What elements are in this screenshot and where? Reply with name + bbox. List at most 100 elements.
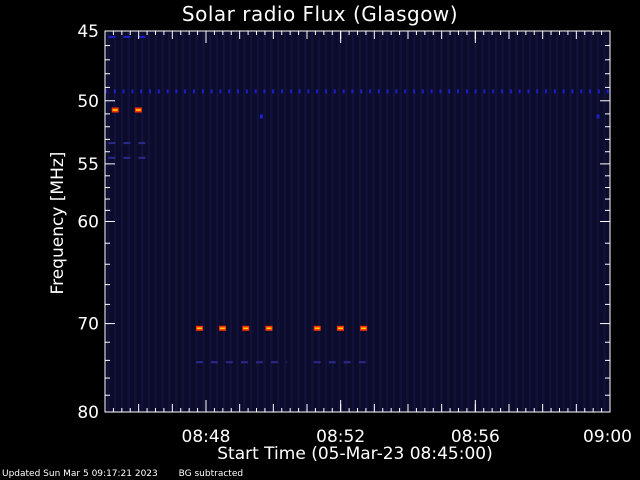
bg-note: BG subtracted bbox=[178, 469, 244, 479]
time-stripe bbox=[304, 32, 307, 411]
time-stripe bbox=[134, 32, 137, 411]
time-stripe bbox=[120, 32, 124, 411]
feature-segment bbox=[597, 89, 600, 94]
time-stripe bbox=[413, 32, 416, 411]
feature-segment bbox=[138, 156, 146, 159]
feature-segment bbox=[483, 89, 486, 94]
time-stripe bbox=[215, 32, 219, 411]
feature-segment bbox=[149, 89, 151, 94]
time-stripe bbox=[528, 32, 532, 411]
time-stripe bbox=[487, 32, 491, 411]
time-stripe bbox=[351, 32, 355, 411]
feature-segment bbox=[580, 89, 583, 94]
time-stripe bbox=[290, 32, 294, 411]
time-stripe bbox=[181, 32, 185, 411]
time-stripe bbox=[236, 32, 239, 411]
time-stripe bbox=[385, 32, 389, 411]
time-stripe bbox=[392, 32, 396, 411]
feature-segment bbox=[140, 89, 143, 94]
time-stripe bbox=[222, 32, 226, 411]
time-stripe bbox=[127, 32, 130, 411]
feature-segment bbox=[245, 89, 248, 94]
feature-segment bbox=[518, 89, 521, 94]
feature-core bbox=[337, 327, 343, 330]
y-tick-label: 55 bbox=[77, 155, 99, 175]
feature-segment bbox=[343, 361, 351, 364]
feature-segment bbox=[254, 89, 257, 94]
feature-segment bbox=[377, 89, 380, 94]
time-stripe bbox=[419, 32, 423, 411]
feature-segment bbox=[307, 89, 310, 94]
feature-core bbox=[314, 327, 320, 330]
y-tick-label: 60 bbox=[77, 213, 99, 233]
feature-segment bbox=[395, 89, 398, 94]
time-stripe bbox=[147, 32, 151, 411]
feature-segment bbox=[413, 89, 415, 94]
time-stripe bbox=[549, 32, 552, 411]
time-stripe bbox=[270, 32, 273, 411]
feature-segment bbox=[501, 89, 503, 94]
time-stripe bbox=[263, 32, 266, 411]
feature-segment bbox=[333, 89, 336, 94]
feature-segment bbox=[228, 89, 231, 94]
feature-segment bbox=[157, 89, 160, 94]
feature-core bbox=[112, 109, 118, 111]
feature-segment bbox=[123, 35, 131, 38]
feature-segment bbox=[131, 89, 134, 94]
feature-segment bbox=[259, 114, 263, 119]
time-stripe bbox=[569, 32, 572, 411]
time-stripe bbox=[358, 32, 362, 411]
feature-segment bbox=[342, 89, 345, 94]
time-stripe bbox=[589, 32, 593, 411]
time-stripe bbox=[338, 32, 341, 411]
time-stripe bbox=[249, 32, 253, 411]
x-tick-label: 08:48 bbox=[182, 427, 231, 447]
feature-segment bbox=[263, 89, 266, 94]
feature-segment bbox=[123, 156, 131, 159]
feature-segment bbox=[430, 89, 433, 94]
feature-segment bbox=[553, 89, 556, 94]
time-stripe bbox=[515, 32, 518, 411]
feature-segment bbox=[509, 89, 512, 94]
feature-segment bbox=[123, 142, 131, 145]
y-tick-label: 45 bbox=[77, 22, 99, 42]
time-stripe bbox=[399, 32, 402, 411]
feature-segment bbox=[404, 89, 407, 94]
time-stripe bbox=[535, 32, 538, 411]
time-stripe bbox=[426, 32, 430, 411]
feature-segment bbox=[527, 89, 530, 94]
feature-segment bbox=[386, 89, 389, 94]
feature-segment bbox=[184, 89, 187, 94]
time-stripe bbox=[440, 32, 443, 411]
y-tick-label: 80 bbox=[77, 403, 99, 423]
feature-segment bbox=[562, 89, 565, 94]
feature-segment bbox=[105, 89, 107, 94]
feature-segment bbox=[108, 35, 116, 38]
time-stripe bbox=[474, 32, 477, 411]
feature-segment bbox=[448, 89, 451, 94]
feature-core bbox=[266, 327, 272, 330]
time-stripe bbox=[555, 32, 559, 411]
time-stripe bbox=[481, 32, 484, 411]
time-stripe bbox=[243, 32, 246, 411]
feature-segment bbox=[240, 361, 248, 364]
feature-core bbox=[135, 109, 141, 111]
time-stripe bbox=[209, 32, 212, 411]
feature-segment bbox=[281, 89, 283, 94]
time-stripe bbox=[311, 32, 314, 411]
time-stripe bbox=[324, 32, 328, 411]
time-stripe bbox=[467, 32, 470, 411]
time-stripe bbox=[596, 32, 600, 411]
time-stripe bbox=[154, 32, 158, 411]
feature-core bbox=[220, 327, 226, 330]
feature-segment bbox=[298, 89, 301, 94]
time-stripe bbox=[283, 32, 287, 411]
time-stripe bbox=[372, 32, 375, 411]
updated-timestamp: Updated Sun Mar 5 09:17:21 2023 bbox=[2, 469, 158, 479]
feature-segment bbox=[465, 89, 468, 94]
feature-segment bbox=[474, 89, 477, 94]
feature-segment bbox=[351, 89, 354, 94]
feature-segment bbox=[113, 89, 116, 94]
time-stripe bbox=[202, 32, 205, 411]
